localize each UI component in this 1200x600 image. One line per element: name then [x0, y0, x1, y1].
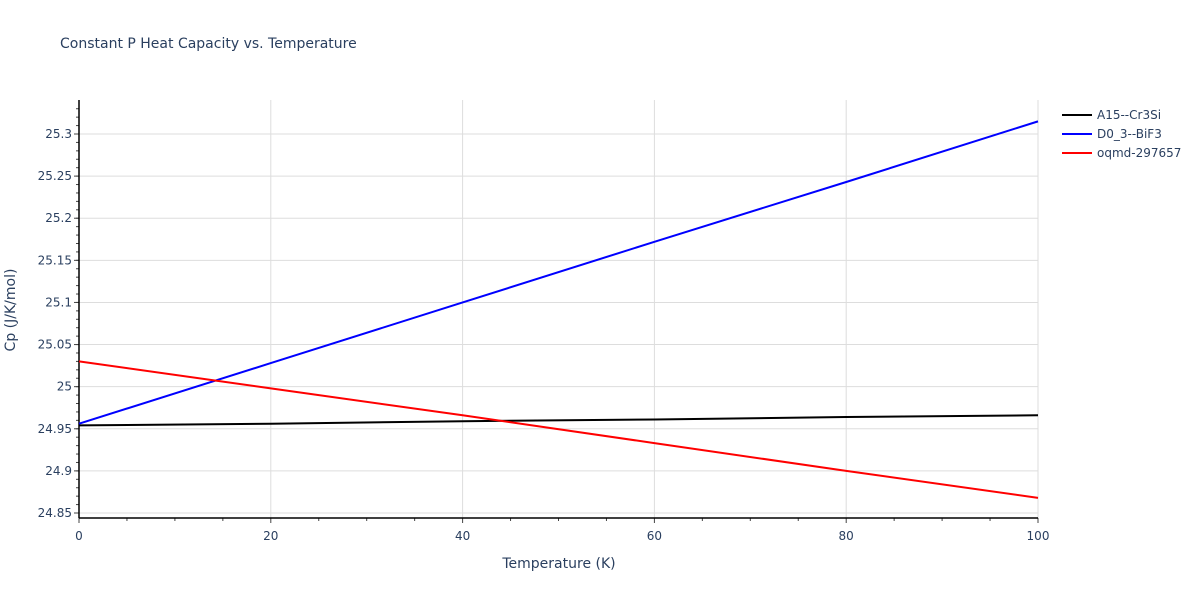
series-lines [78, 120, 1039, 499]
legend-label: A15--Cr3Si [1097, 108, 1161, 122]
y-tick-label: 25.25 [38, 169, 72, 183]
x-tick-label: 20 [263, 529, 278, 543]
legend-item[interactable]: A15--Cr3Si [1062, 108, 1161, 122]
axes: 0 20 40 60 80 100 24.85 24.9 24.95 25 25.05 25.1 25.… [38, 100, 1050, 543]
legend-item[interactable]: oqmd-297657 [1062, 146, 1181, 160]
y-tick-label: 25.3 [45, 127, 72, 141]
x-tick-label: 0 [75, 529, 83, 543]
x-tick-label: 100 [1027, 529, 1050, 543]
x-axis-title: Temperature (K) [501, 556, 615, 572]
y-tick-label: 25 [57, 380, 72, 394]
legend[interactable]: A15--Cr3Si D0_3--BiF3 oqmd-297657 [1062, 108, 1181, 160]
y-tick-label: 25.1 [45, 295, 72, 309]
series-line-A15--Cr3Si [78, 414, 1039, 427]
series-line-D0_3--BiF3 [78, 120, 1039, 425]
series-line-oqmd-297657 [78, 360, 1039, 499]
chart-title: Constant P Heat Capacity vs. Temperature [60, 36, 357, 52]
y-tick-label: 25.15 [38, 253, 72, 267]
legend-item[interactable]: D0_3--BiF3 [1062, 127, 1162, 141]
y-tick-label: 24.85 [38, 506, 72, 520]
x-tick-label: 40 [455, 529, 470, 543]
y-tick-label: 25.05 [38, 338, 72, 352]
y-tick-label: 24.95 [38, 422, 72, 436]
gridlines [79, 100, 1039, 518]
x-tick-label: 80 [839, 529, 854, 543]
y-tick-label: 25.2 [45, 211, 72, 225]
y-axis-title: Cp (J/K/mol) [3, 269, 19, 352]
x-tick-label: 60 [647, 529, 662, 543]
legend-label: D0_3--BiF3 [1097, 127, 1162, 141]
y-tick-label: 24.9 [45, 464, 72, 478]
legend-label: oqmd-297657 [1097, 146, 1181, 160]
